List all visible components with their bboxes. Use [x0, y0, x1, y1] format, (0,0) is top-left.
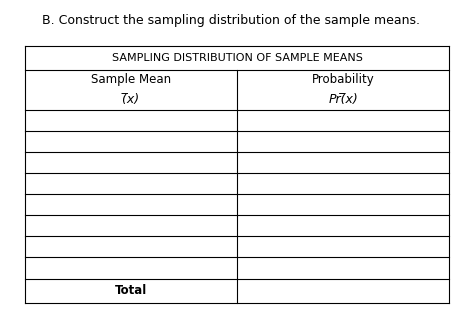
Text: Total: Total	[115, 284, 148, 297]
Text: (̅x): (̅x)	[123, 94, 140, 106]
Text: Sample Mean: Sample Mean	[91, 73, 171, 86]
Text: Pr(̅x): Pr(̅x)	[329, 94, 358, 106]
Text: Probability: Probability	[312, 73, 375, 86]
Text: SAMPLING DISTRIBUTION OF SAMPLE MEANS: SAMPLING DISTRIBUTION OF SAMPLE MEANS	[112, 53, 363, 63]
Text: B. Construct the sampling distribution of the sample means.: B. Construct the sampling distribution o…	[41, 14, 420, 27]
